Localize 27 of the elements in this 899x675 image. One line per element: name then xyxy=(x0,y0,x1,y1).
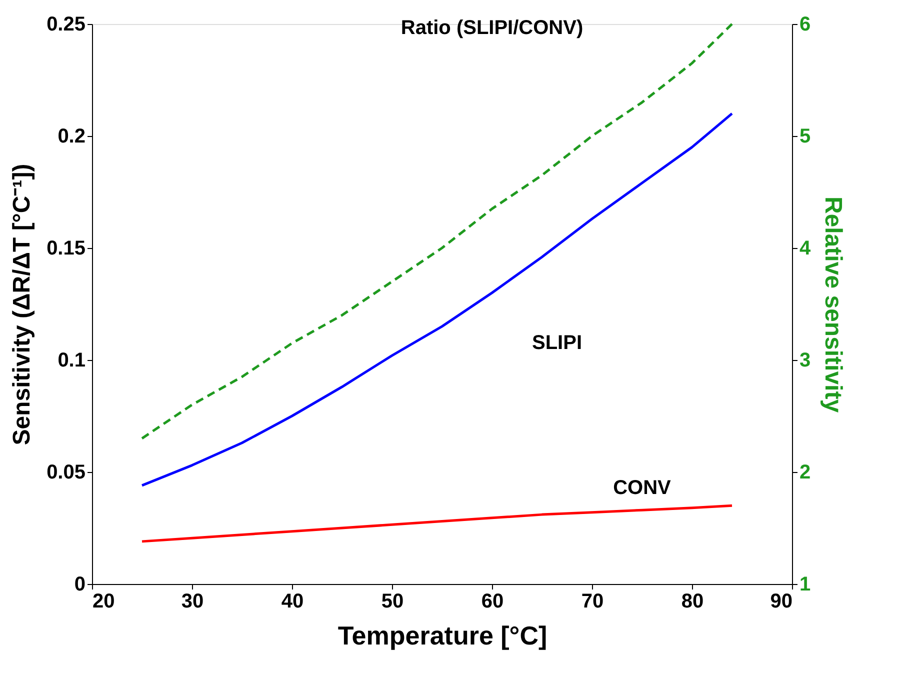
annotation: SLIPI xyxy=(532,332,582,354)
x-tick-label: 90 xyxy=(770,590,792,612)
y2-tick-label: 2 xyxy=(800,462,811,484)
x-tick-label: 70 xyxy=(581,590,604,612)
y2-tick-label: 1 xyxy=(800,574,811,596)
y2-tick-label: 5 xyxy=(800,126,811,148)
y-axis-title: Sensitivity (ΔR/ΔT [°C⁻¹]) xyxy=(8,164,36,446)
y-tick-label: 0 xyxy=(74,574,86,596)
x-tick-label: 30 xyxy=(181,590,204,612)
y2-tick-label: 4 xyxy=(800,238,812,260)
y2-tick-label: 6 xyxy=(800,14,811,36)
y-tick-label: 0.15 xyxy=(46,238,86,260)
line-series xyxy=(140,504,734,543)
annotation: Ratio (SLIPI/CONV) xyxy=(400,17,584,39)
annotation: CONV xyxy=(613,477,672,500)
y-tick-label: 0.1 xyxy=(58,350,86,372)
x-tick-label: 40 xyxy=(281,590,304,612)
x-tick-label: 60 xyxy=(481,590,504,612)
y2-tick-label: 3 xyxy=(800,350,811,372)
x-tick-label: 50 xyxy=(381,590,404,612)
y-tick-label: 0.2 xyxy=(58,126,86,148)
x-tick-label: 20 xyxy=(92,590,115,612)
y-tick-label: 0.05 xyxy=(46,462,86,484)
y-tick-label: 0.25 xyxy=(46,14,86,36)
y2-axis-title: Relative sensitivity xyxy=(820,196,847,414)
x-tick-label: 80 xyxy=(681,590,704,612)
x-axis-title: Temperature [°C] xyxy=(338,620,548,650)
